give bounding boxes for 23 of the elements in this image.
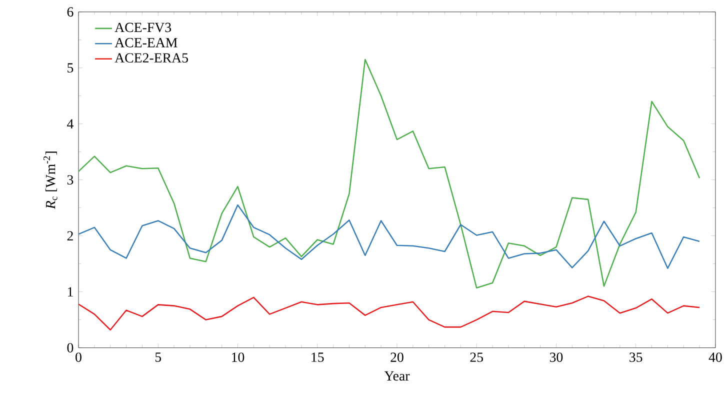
x-tick-label: 20: [390, 352, 404, 362]
x-tick-label: 5: [155, 352, 162, 362]
y-tick-label: 2: [67, 231, 73, 240]
legend-label: ACE2-ERA5: [114, 53, 188, 62]
y-tick-label: 4: [67, 119, 74, 128]
x-tick-label: 30: [550, 352, 563, 362]
line-series: [78, 295, 700, 330]
x-axis-title: Year: [384, 371, 410, 380]
x-tick-label: 25: [470, 352, 483, 362]
x-tick-label: 0: [76, 352, 82, 362]
x-tick-label: 10: [232, 352, 244, 362]
y-tick-label: 0: [67, 342, 74, 352]
x-tick-label: 15: [312, 352, 324, 362]
y-tick-label: 3: [67, 175, 74, 184]
y-tick-label: 1: [68, 287, 73, 296]
y-tick-label: 5: [68, 63, 74, 72]
y-tick-label: 6: [67, 7, 74, 16]
x-tick-label: 35: [630, 352, 642, 362]
legend-label: ACE-FV3: [114, 22, 172, 32]
legend-label: ACE-EAM: [114, 38, 178, 48]
y-axis-title: R$_{c}$ [Wm$^{-2}$]: [43, 151, 58, 209]
x-tick-label: 40: [708, 352, 722, 362]
line-series: [78, 204, 700, 269]
